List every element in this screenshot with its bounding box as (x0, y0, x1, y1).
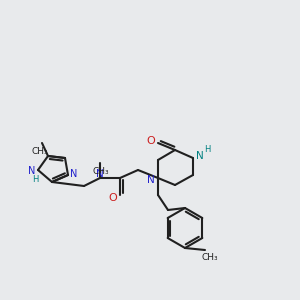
Text: O: O (147, 136, 155, 146)
Text: CH₃: CH₃ (32, 146, 48, 155)
Text: N: N (96, 169, 104, 179)
Text: N: N (28, 166, 36, 176)
Text: N: N (70, 169, 78, 179)
Text: CH₃: CH₃ (202, 254, 218, 262)
Text: H: H (32, 175, 38, 184)
Text: H: H (204, 146, 210, 154)
Text: N: N (147, 175, 155, 185)
Text: O: O (109, 193, 117, 203)
Text: N: N (196, 151, 204, 161)
Text: CH₃: CH₃ (93, 167, 109, 176)
